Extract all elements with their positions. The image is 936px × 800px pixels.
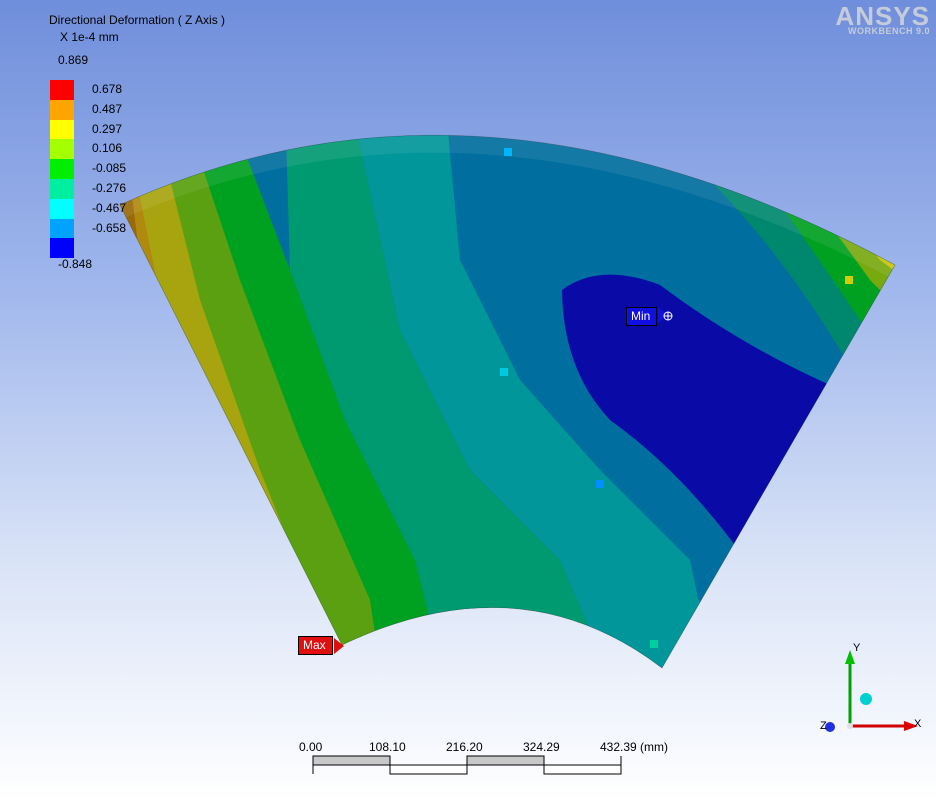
axis-triad[interactable]	[820, 640, 920, 740]
triad-x-label: X	[914, 718, 922, 730]
legend-tick: 0.106	[92, 141, 123, 156]
scale-label: 108.10	[369, 740, 406, 754]
legend-swatch	[50, 218, 74, 239]
legend-units: X 1e-4 mm	[60, 30, 119, 44]
logo-main-text: ANSYS	[835, 1, 930, 31]
legend-max-value: 0.869	[58, 53, 89, 67]
triad-y-label: Y	[853, 642, 861, 654]
scale-label: 216.20	[446, 740, 483, 754]
node-marker	[845, 276, 853, 284]
legend-swatch	[50, 198, 74, 219]
legend-tick: 0.678	[92, 82, 123, 96]
legend-tick: -0.467	[92, 200, 127, 215]
legend-color-bar	[50, 80, 74, 259]
legend-tick: -0.276	[92, 180, 127, 195]
min-probe-pointer	[658, 307, 673, 323]
max-probe-pointer	[334, 638, 344, 654]
logo-sub-text: WORKBENCH 9.0	[847, 26, 930, 36]
legend-swatch	[50, 80, 74, 100]
scale-label: 0.00	[299, 740, 323, 754]
scale-bar	[312, 755, 622, 775]
legend-swatch	[50, 119, 74, 140]
legend-swatch	[50, 139, 74, 160]
max-probe-label[interactable]: Max	[298, 636, 333, 655]
legend-tick: 0.487	[92, 101, 123, 116]
legend-tick: -0.658	[92, 220, 127, 235]
legend-swatch	[50, 238, 74, 259]
node-marker	[500, 368, 508, 376]
legend-swatch	[50, 99, 74, 120]
triad-z-label: Z	[820, 720, 827, 732]
legend-swatch	[50, 178, 74, 199]
legend-title: Directional Deformation ( Z Axis )	[49, 13, 226, 27]
ansys-logo: ANSYS WORKBENCH 9.0	[835, 2, 930, 36]
scale-label: 432.39 (mm)	[600, 740, 669, 754]
legend-tick: -0.085	[92, 161, 127, 176]
legend-tick-labels: 0.678 0.487 0.297 0.106 -0.085 -0.276 -0…	[92, 81, 126, 239]
node-marker	[504, 148, 512, 156]
node-marker	[650, 640, 658, 648]
legend-tick: 0.297	[92, 121, 123, 136]
node-marker	[596, 480, 604, 488]
legend-min-value: -0.848	[58, 257, 93, 271]
legend-swatch	[50, 159, 74, 179]
min-probe-label[interactable]: Min	[626, 307, 658, 326]
scale-label: 324.29	[523, 740, 560, 754]
